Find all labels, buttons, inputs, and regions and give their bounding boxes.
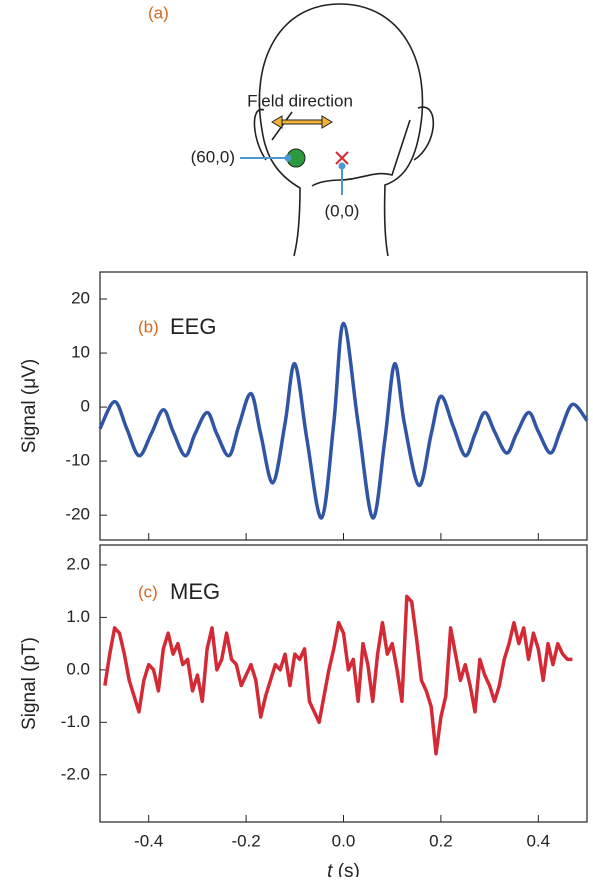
data-line xyxy=(98,321,589,520)
ear-left xyxy=(253,108,267,161)
panel-label: (c) xyxy=(138,582,158,601)
cross xyxy=(335,151,349,165)
y-tick-label: 20 xyxy=(71,289,90,308)
pointer-dot xyxy=(338,162,346,170)
panel-label: (a) xyxy=(148,3,169,22)
y-axis-label: Signal (pT) xyxy=(19,637,40,730)
point-label: (0,0) xyxy=(325,201,360,220)
y-tick-label: -10 xyxy=(65,451,90,470)
y-tick-label: 0.0 xyxy=(66,659,90,678)
x-label-symbol: t xyxy=(327,861,333,877)
y-tick-label: -1.0 xyxy=(61,712,90,731)
ear-right xyxy=(413,106,435,161)
x-tick-label: 0.4 xyxy=(526,831,550,850)
chart-title: MEG xyxy=(170,579,220,604)
chart-title: EEG xyxy=(170,314,216,339)
y-axis-label: Signal (μV) xyxy=(19,359,40,453)
x-label-unit: (s) xyxy=(338,861,360,877)
head-outline xyxy=(258,3,424,257)
x-tick-label: 0.0 xyxy=(332,831,356,850)
y-tick-label: -2.0 xyxy=(61,764,90,783)
pointer-dot xyxy=(284,154,292,162)
y-tick-label: 10 xyxy=(71,343,90,362)
panel-label: (b) xyxy=(138,317,159,336)
y-tick-label: -20 xyxy=(65,505,90,524)
x-tick-label: 0.2 xyxy=(429,831,453,850)
x-axis-label: t (s) xyxy=(327,861,360,877)
data-line xyxy=(103,594,573,756)
y-tick-label: 2.0 xyxy=(66,554,90,573)
plot-frame xyxy=(99,271,588,541)
y-tick-label: 1.0 xyxy=(66,607,90,626)
x-tick-label: -0.4 xyxy=(134,831,163,850)
y-tick-label: 0 xyxy=(81,397,90,416)
field-arrow xyxy=(271,115,333,129)
x-tick-label: -0.2 xyxy=(231,831,260,850)
point-label: (60,0) xyxy=(191,147,235,166)
field-label: Field direction xyxy=(247,91,353,110)
